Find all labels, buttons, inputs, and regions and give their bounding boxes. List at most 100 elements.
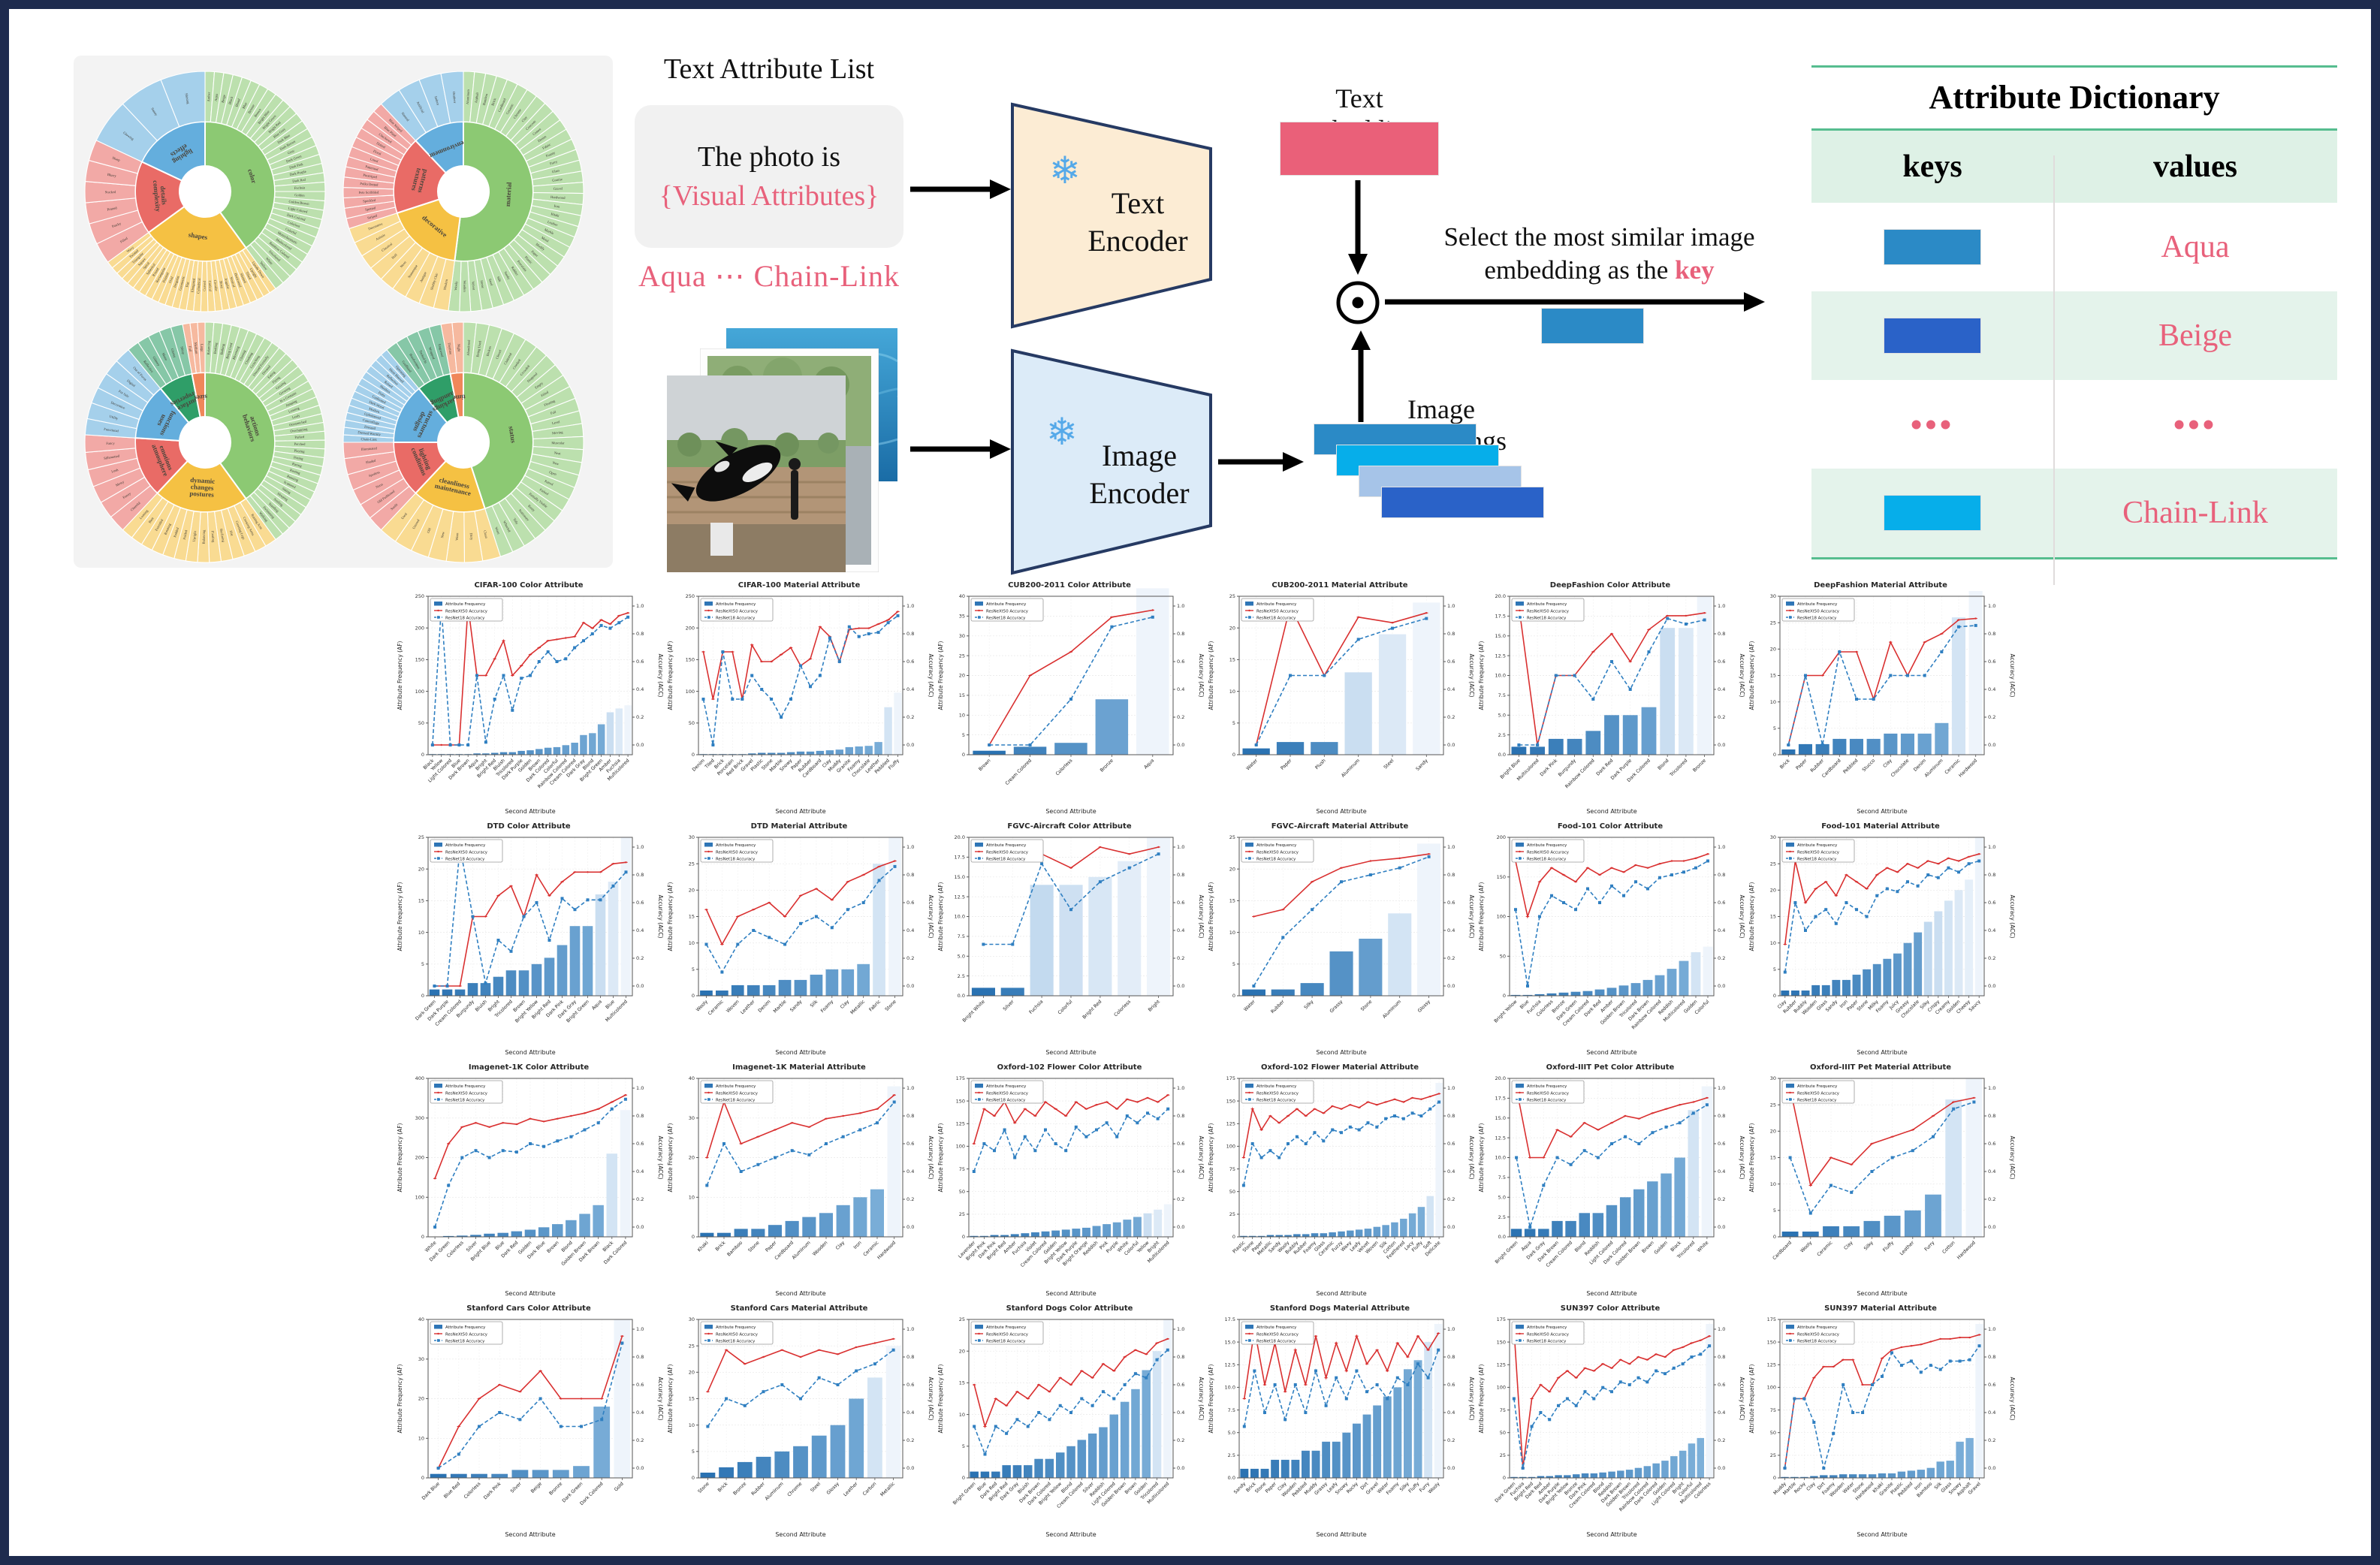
svg-text:0: 0	[1232, 1234, 1235, 1240]
svg-text:ResNeXt50 Accuracy: ResNeXt50 Accuracy	[445, 851, 488, 855]
svg-text:0.0: 0.0	[906, 1465, 914, 1471]
svg-text:Shining: Shining	[185, 93, 191, 105]
keys-header: keys	[1902, 149, 1962, 184]
svg-text:5: 5	[1773, 966, 1776, 972]
svg-text:Accuracy (ACC): Accuracy (ACC)	[1198, 895, 1205, 939]
svg-text:Food-101 Material Attribute: Food-101 Material Attribute	[1821, 822, 1940, 831]
svg-text:SUN397 Material Attribute: SUN397 Material Attribute	[1824, 1304, 1937, 1313]
svg-text:Neon: Neon	[375, 482, 384, 489]
chart-11: Food-101 Material Attribute 0 5 10 15 20 25 30 0…	[1745, 818, 2016, 1059]
svg-text:Imagenet-1K Material Attribut: Imagenet-1K Material Attribute	[732, 1063, 866, 1072]
svg-text:0.6: 0.6	[1718, 1141, 1725, 1147]
svg-text:Dressed: Dressed	[364, 425, 376, 430]
svg-text:300: 300	[415, 1115, 424, 1121]
svg-text:Denim: Denim	[537, 134, 547, 143]
svg-text:Slanted: Slanted	[240, 273, 247, 284]
svg-text:0: 0	[1773, 752, 1776, 758]
svg-text:10: 10	[689, 1422, 695, 1428]
svg-text:0.0: 0.0	[1447, 742, 1455, 748]
svg-text:12.5: 12.5	[1225, 1362, 1235, 1368]
dictionary-header: keys values	[1811, 131, 2337, 203]
svg-text:Attribute Frequency: Attribute Frequency	[716, 843, 756, 848]
svg-text:Accuracy (ACC): Accuracy (ACC)	[928, 1377, 934, 1421]
svg-text:Attribute Frequency (AF): Attribute Frequency (AF)	[667, 882, 674, 951]
svg-text:Leaning: Leaning	[288, 406, 300, 414]
svg-text:25: 25	[959, 1211, 965, 1217]
svg-text:Attribute Frequency: Attribute Frequency	[1256, 843, 1297, 848]
svg-text:ResNet18 Accuracy: ResNet18 Accuracy	[1256, 1099, 1296, 1103]
select-caption: Select the most similar image embedding …	[1395, 221, 1804, 287]
svg-text:0.2: 0.2	[636, 714, 644, 720]
svg-text:30: 30	[1770, 593, 1776, 599]
svg-text:0.6: 0.6	[636, 659, 644, 665]
svg-text:0.0: 0.0	[1177, 1224, 1184, 1230]
svg-text:17.5: 17.5	[1495, 1096, 1506, 1102]
svg-text:0.0: 0.0	[1718, 742, 1725, 748]
svg-text:0.4: 0.4	[1718, 927, 1725, 933]
svg-text:125: 125	[1497, 1362, 1506, 1368]
svg-text:0: 0	[421, 752, 424, 758]
svg-text:0.0: 0.0	[1988, 1224, 1995, 1230]
dataset-chart: Stanford Cars Color Attribute 0 10 20 30 40 0.…	[394, 1300, 664, 1541]
svg-text:Neon: Neon	[400, 260, 408, 268]
svg-text:White: White	[265, 257, 273, 266]
svg-text:Striped: Striped	[367, 213, 379, 220]
svg-text:Attribute Frequency: Attribute Frequency	[1527, 1325, 1567, 1330]
svg-text:5.0: 5.0	[958, 954, 965, 960]
snowflake-icon: ❄	[1046, 411, 1078, 453]
svg-text:0.6: 0.6	[1447, 1382, 1455, 1388]
divider	[1811, 128, 2337, 131]
svg-text:Foamy: Foamy	[545, 150, 556, 158]
svg-text:1.0: 1.0	[906, 844, 914, 850]
svg-text:25: 25	[1229, 1211, 1235, 1217]
svg-text:0.6: 0.6	[1718, 1382, 1725, 1388]
svg-text:0.6: 0.6	[636, 1382, 644, 1388]
svg-text:Second Attribute: Second Attribute	[505, 1290, 555, 1297]
svg-text:Second Attribute: Second Attribute	[1857, 808, 1907, 815]
svg-text:Velvet: Velvet	[471, 281, 475, 291]
svg-text:0.6: 0.6	[906, 1141, 914, 1147]
svg-text:15: 15	[1770, 914, 1776, 920]
svg-text:17.5: 17.5	[1225, 1316, 1235, 1322]
svg-text:0.6: 0.6	[1177, 1382, 1184, 1388]
svg-text:Second Attribute: Second Attribute	[505, 1531, 555, 1538]
svg-text:CIFAR-100 Color Attribute: CIFAR-100 Color Attribute	[474, 581, 583, 590]
svg-text:Accuracy (ACC): Accuracy (ACC)	[1468, 895, 1475, 939]
svg-text:Playing: Playing	[294, 448, 305, 453]
svg-text:Antique: Antique	[419, 271, 427, 283]
svg-text:0: 0	[692, 1234, 695, 1240]
svg-text:Moving: Moving	[552, 430, 564, 436]
svg-text:Attribute Frequency: Attribute Frequency	[445, 843, 486, 848]
svg-text:Rotating: Rotating	[164, 523, 172, 535]
svg-text:0.0: 0.0	[1177, 983, 1184, 989]
svg-text:125: 125	[956, 1121, 965, 1127]
svg-text:Barking: Barking	[213, 342, 219, 354]
svg-text:Shaded: Shaded	[365, 459, 376, 465]
svg-text:15: 15	[959, 692, 965, 698]
svg-text:Dark Colored: Dark Colored	[287, 213, 306, 222]
svg-text:Lush: Lush	[111, 468, 119, 474]
svg-text:150: 150	[1226, 1098, 1235, 1104]
sunburst-chart-2: material Aluminum Asphalt Bamboo Brick Cardbo…	[336, 65, 590, 322]
svg-text:ResNeXt50 Accuracy: ResNeXt50 Accuracy	[1527, 851, 1570, 855]
svg-text:ResNet18 Accuracy: ResNet18 Accuracy	[1527, 1099, 1567, 1103]
chart-18: Stanford Cars Color Attribute 0 10 20 30 40 0.…	[394, 1300, 664, 1541]
svg-text:20: 20	[1770, 647, 1776, 653]
svg-text:Accuracy (ACC): Accuracy (ACC)	[1739, 1136, 1745, 1180]
svg-text:Attribute Frequency: Attribute Frequency	[716, 1325, 756, 1330]
svg-text:ResNet18 Accuracy: ResNet18 Accuracy	[1797, 1340, 1837, 1344]
svg-text:0.0: 0.0	[1447, 983, 1455, 989]
svg-text:Padded: Padded	[173, 526, 179, 538]
svg-text:1.0: 1.0	[1718, 844, 1725, 850]
svg-text:ResNeXt50 Accuracy: ResNeXt50 Accuracy	[1256, 851, 1299, 855]
svg-text:Second Attribute: Second Attribute	[1586, 1290, 1636, 1297]
svg-text:0.0: 0.0	[1718, 983, 1725, 989]
svg-text:Leather: Leather	[547, 220, 558, 228]
svg-text:Upholstered: Upholstered	[364, 412, 382, 420]
svg-text:0.6: 0.6	[1988, 1382, 1995, 1388]
svg-text:10.0: 10.0	[1225, 1385, 1235, 1391]
svg-text:25: 25	[1770, 1102, 1776, 1108]
svg-text:status: status	[507, 426, 517, 444]
svg-text:Second Attribute: Second Attribute	[1045, 1290, 1096, 1297]
sunburst-chart-4: status Abandoned Being Used Broken Closed Clu…	[336, 315, 590, 573]
